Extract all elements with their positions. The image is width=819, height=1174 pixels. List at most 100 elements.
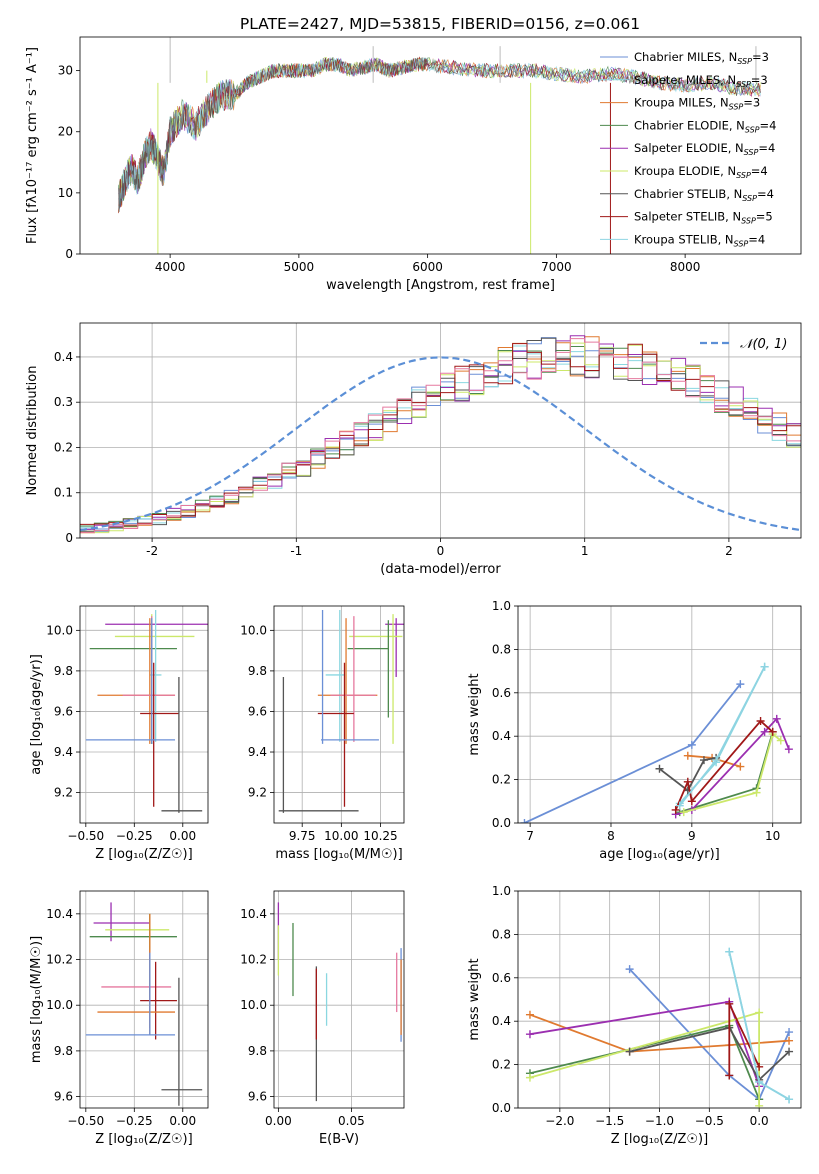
normal-curve [80,356,801,532]
weight-marker [687,797,696,806]
mass-vs-z-xtick-label: −0.50 [67,1114,104,1128]
weight-vs-age-xtick-label: 10 [765,829,780,843]
weight-marker [755,1077,764,1086]
legend-label: Chabrier MILES, NSSP=3 [634,50,769,66]
mass-vs-z-ytick-label: 10.2 [46,953,73,967]
spectrum-legend: Chabrier MILES, NSSP=3 Salpeter MILES, NS… [600,50,776,248]
weight-vs-age-ylabel: mass weight [467,673,482,755]
mass-vs-z-marks [85,902,203,1106]
spectrum-xtick-label: 8000 [670,260,701,274]
mass-vs-z-ytick-label: 9.8 [54,1044,73,1058]
residuals-xtick-label: 0 [437,544,445,558]
weight-vs-age-ytick-label: 0.6 [492,686,511,700]
age-vs-z-ylabel: age [log₁₀(age/yr)] [29,654,44,775]
age-vs-mass-xtick-label: 10.00 [324,829,358,843]
weight-vs-age-xtick-label: 9 [688,829,696,843]
weight-line [683,732,782,813]
mass-vs-ebv-xtick-label: 0.05 [338,1114,365,1128]
weight-line [658,757,717,792]
weight-vs-z-ytick-label: 0.4 [492,1014,511,1028]
weight-vs-z-ytick-label: 0.0 [492,1101,511,1115]
mass-vs-ebv-xlabel: E(B-V) [319,1132,359,1147]
spectrum-xtick-label: 6000 [412,260,443,274]
errorbar-point [349,614,403,744]
age-vs-mass-frame [273,605,405,824]
residuals-xtick-label: 2 [725,544,733,558]
weight-marker [687,740,696,749]
legend-label: Kroupa STELIB, NSSP=4 [634,232,765,248]
age-vs-z-ytick-label: 9.4 [54,745,73,759]
weight-marker [755,1008,764,1017]
age-vs-z-axes: −0.50 −0.25 0.00 9.2 9.4 9.6 9.8 10.0 Z [log₁₀(Z… [29,606,208,862]
weight-marker [525,1030,534,1039]
weight-vs-age-xtick-label: 7 [526,829,534,843]
mass-vs-z-ytick-label: 10.0 [46,998,73,1012]
weight-vs-age-ytick-label: 0.0 [492,816,511,830]
errorbar-point [320,610,379,744]
weight-vs-z-xtick-label: 0.0 [750,1114,769,1128]
mass-vs-ebv-ytick-label: 10.0 [240,998,267,1012]
age-vs-z-xlabel: Z [log₁₀(Z/Z☉)] [95,847,192,862]
residuals-xtick-label: -1 [290,544,302,558]
errorbar-point [278,676,359,813]
errorbar-point [85,618,176,744]
weight-marker [671,805,680,814]
mass-vs-z-frame [79,890,209,1109]
weight-marker [768,727,777,736]
errorbar-point [140,961,177,1040]
residuals-legend: 𝒩(0, 1) [700,337,787,352]
weight-marker [679,808,688,817]
age-vs-mass-xtick-label: 9.75 [289,829,316,843]
residuals-ytick-label: 0 [65,531,73,545]
weight-marker [776,736,785,745]
weight-marker [525,1073,534,1082]
spectrum-xtick-label: 5000 [284,260,315,274]
weight-vs-z-ytick-label: 0.8 [492,927,511,941]
figure-title: PLATE=2427, MJD=53815, FIBERID=0156, z=0… [240,15,640,33]
spectrum-axes: 4000 5000 6000 7000 8000 0 10 20 30 wavelength [A… [25,47,700,293]
age-vs-z-frame [79,605,209,824]
residuals-ytick-label: 0.2 [54,440,73,454]
weight-vs-age-ytick-label: 0.2 [492,773,511,787]
weight-marker [756,717,765,726]
residuals-ytick-label: 0.3 [54,395,73,409]
weight-vs-age-xlabel: age [log₁₀(age/yr)] [599,847,720,862]
spectrum-marks [118,37,761,254]
spectrum-xtick-label: 7000 [541,260,572,274]
residuals-xtick-label: -2 [146,544,158,558]
age-vs-mass-marks [278,610,404,813]
weight-marker [625,965,634,974]
mass-vs-ebv-ytick-label: 10.4 [240,907,267,921]
spectrum-ytick-label: 30 [58,64,73,78]
errorbar-point [330,616,376,742]
mass-vs-ebv-axes: 0.00 0.05 9.6 9.8 10.0 10.2 10.4 E(B-V) [240,891,404,1147]
weight-vs-z-xtick-label: −1.0 [645,1114,674,1128]
weight-marker [699,756,708,765]
legend-label: Chabrier ELODIE, NSSP=4 [634,118,776,134]
age-vs-mass-xlabel: mass [log₁₀(M/M☉)] [275,847,402,862]
errorbar-point [325,610,345,742]
mass-vs-z-ytick-label: 10.4 [46,907,73,921]
weight-marker [785,1028,794,1037]
weight-marker [772,714,781,723]
residuals-ylabel: Normed distribution [25,366,40,496]
age-vs-z-ytick-label: 9.6 [54,704,73,718]
age-vs-mass-ytick-label: 9.8 [248,664,267,678]
errorbar-point [140,662,179,807]
residuals-xlabel: (data-model)/error [380,562,501,577]
legend-label: Kroupa MILES, NSSP=3 [634,96,760,112]
legend-label: Salpeter STELIB, NSSP=5 [634,210,773,226]
weight-vs-age-ytick-label: 0.8 [492,642,511,656]
spectrum-ylabel: Flux [fλ10⁻¹⁷ erg cm⁻² s⁻¹ A⁻¹] [25,47,40,244]
spectrum-frame [79,36,802,255]
weight-marker [525,1010,534,1019]
errorbar-point [85,952,176,1036]
errorbar-point [161,977,203,1106]
weight-marker [736,762,745,771]
residuals-xtick-label: 1 [581,544,589,558]
weight-vs-z-ytick-label: 0.6 [492,971,511,985]
weight-marker [625,1047,634,1056]
weight-marker [683,777,692,786]
age-vs-z-ytick-label: 9.2 [54,786,73,800]
